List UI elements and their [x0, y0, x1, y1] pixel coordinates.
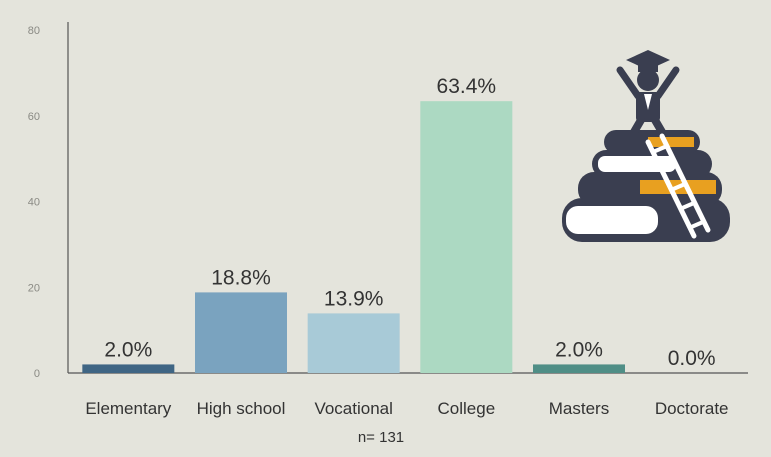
y-tick-label: 20	[28, 282, 40, 294]
category-label: College	[438, 399, 496, 418]
bar-vocational	[307, 313, 400, 373]
axes: 0 20 40 60 80	[28, 22, 748, 380]
bar-masters	[533, 364, 625, 373]
book-top-band	[648, 137, 694, 147]
sample-size-note: n= 131	[358, 429, 404, 446]
category-label: Vocational	[314, 399, 392, 418]
y-tick-label: 80	[28, 25, 40, 37]
cap-base	[638, 64, 658, 72]
graduate-left-leg	[630, 116, 645, 136]
labels: 2.0% Elementary 18.8% High school 13.9% Vocat…	[85, 75, 728, 418]
graduate-head	[637, 69, 659, 91]
data-label: 18.8%	[211, 266, 271, 289]
data-label: 0.0%	[668, 347, 716, 370]
bar-college	[420, 101, 513, 374]
category-label: High school	[197, 399, 286, 418]
bar-elementary	[82, 364, 175, 373]
graduate-right-arm	[654, 66, 680, 100]
graduate-on-books-icon	[562, 50, 730, 242]
book-bottom-pages	[566, 206, 658, 234]
y-tick-label: 60	[28, 111, 40, 123]
data-label: 2.0%	[555, 338, 603, 361]
graduate-left-arm	[616, 66, 642, 100]
data-label: 63.4%	[437, 75, 497, 98]
bar-high-school	[195, 292, 287, 373]
graduation-cap	[626, 50, 670, 70]
y-tick-label: 40	[28, 197, 40, 209]
category-label: Elementary	[85, 399, 171, 418]
ladder	[645, 133, 711, 239]
category-label: Doctorate	[655, 399, 729, 418]
y-tick-label: 0	[34, 368, 40, 380]
bars	[82, 101, 625, 374]
data-label: 2.0%	[104, 338, 152, 361]
category-label: Masters	[549, 399, 609, 418]
graduate-collar	[644, 94, 652, 110]
graduate-right-leg	[651, 116, 666, 136]
data-label: 13.9%	[324, 287, 384, 310]
